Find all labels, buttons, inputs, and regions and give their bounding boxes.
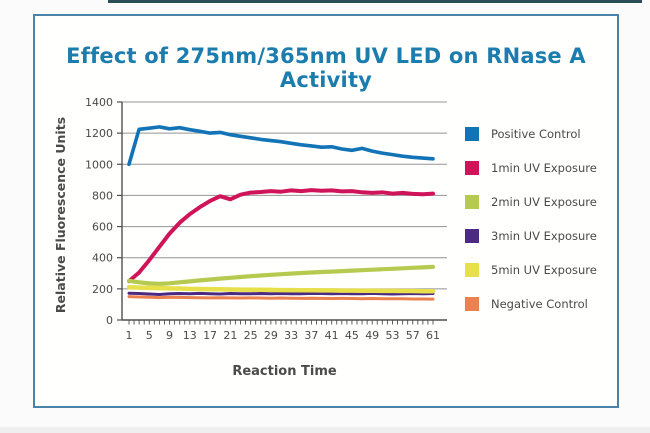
y-tick-label: 0 — [106, 314, 113, 327]
series-5min-uv-exposure — [126, 285, 436, 294]
y-tick-label: 400 — [92, 252, 113, 265]
legend-label: 5min UV Exposure — [491, 263, 597, 277]
y-tick-label: 1000 — [85, 158, 113, 171]
legend-item: Positive Control — [465, 117, 597, 151]
legend-label: Positive Control — [491, 127, 581, 141]
legend-item: 5min UV Exposure — [465, 253, 597, 287]
legend-swatch-2min-uv-exposure — [465, 195, 479, 209]
series-negative-control — [127, 295, 435, 301]
legend-label: 2min UV Exposure — [491, 195, 597, 209]
x-tick-label: 53 — [385, 329, 399, 342]
top-accent-bar — [108, 0, 642, 3]
x-tick-label: 45 — [345, 329, 359, 342]
bottom-edge — [0, 427, 650, 433]
series-2min-uv-exposure — [126, 264, 436, 286]
legend-item: Negative Control — [465, 287, 597, 321]
x-tick-label: 37 — [304, 329, 318, 342]
legend: Positive Control 1min UV Exposure 2min U… — [465, 117, 597, 321]
legend-swatch-5min-uv-exposure — [465, 263, 479, 277]
x-tick-label: 33 — [284, 329, 298, 342]
y-tick-label: 600 — [92, 221, 113, 234]
y-tick-label: 200 — [92, 283, 113, 296]
legend-item: 3min UV Exposure — [465, 219, 597, 253]
legend-label: 3min UV Exposure — [491, 229, 597, 243]
x-axis-title: Reaction Time — [232, 364, 337, 379]
y-tick-label: 800 — [92, 189, 113, 202]
chart-panel — [33, 14, 619, 408]
x-tick-label: 29 — [264, 329, 278, 342]
x-tick-label: 41 — [325, 329, 339, 342]
chart-canvas: 0 200 400 600 800 1000 1200 1400 1 5 9 13 17 21 25 29 33… — [53, 96, 447, 379]
legend-swatch-positive-control — [465, 127, 479, 141]
legend-item: 1min UV Exposure — [465, 151, 597, 185]
legend-label: 1min UV Exposure — [491, 161, 597, 175]
series-1min-uv-exposure — [127, 188, 435, 284]
legend-swatch-1min-uv-exposure — [465, 161, 479, 175]
series-3min-uv-exposure — [127, 291, 435, 296]
y-axis-title: Relative Fluorescence Units — [53, 117, 68, 313]
x-tick-label: 49 — [365, 329, 379, 342]
series-positive-control — [127, 125, 435, 167]
x-tick-label: 9 — [166, 329, 173, 342]
legend-item: 2min UV Exposure — [465, 185, 597, 219]
x-tick-label: 21 — [223, 329, 237, 342]
y-tick-label: 1400 — [85, 96, 113, 109]
x-tick-label: 61 — [426, 329, 440, 342]
x-tick-label: 25 — [244, 329, 258, 342]
x-tick-label: 57 — [406, 329, 420, 342]
legend-label: Negative Control — [491, 297, 588, 311]
x-tick-label: 13 — [183, 329, 197, 342]
chart-title: Effect of 275nm/365nm UV LED on RNase A … — [66, 44, 586, 92]
legend-swatch-3min-uv-exposure — [465, 229, 479, 243]
x-tick-label: 1 — [126, 329, 133, 342]
x-tick-label: 5 — [146, 329, 153, 342]
legend-swatch-negative-control — [465, 297, 479, 311]
x-tick-label: 17 — [203, 329, 217, 342]
y-tick-label: 1200 — [85, 127, 113, 140]
